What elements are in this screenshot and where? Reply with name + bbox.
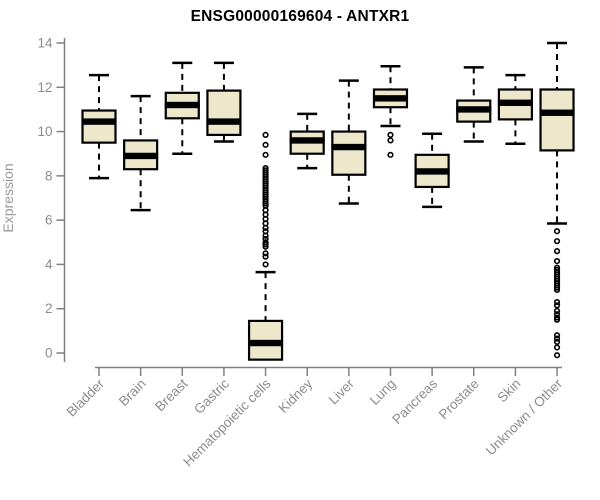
- median-line: [206, 118, 242, 125]
- boxplot-skin: [497, 73, 533, 145]
- outlier-point: [262, 250, 269, 257]
- iqr-box: [81, 109, 117, 144]
- iqr-box: [206, 89, 242, 136]
- boxplot-unknown-other: [539, 41, 575, 359]
- median-line: [497, 99, 533, 106]
- outlier-point: [262, 151, 269, 158]
- boxplot-prostate: [456, 66, 492, 143]
- y-tick-label: 0: [45, 346, 53, 361]
- outlier-point: [553, 238, 561, 245]
- outlier-point: [553, 352, 561, 359]
- y-tick-label: 14: [37, 36, 53, 51]
- median-line: [539, 109, 575, 116]
- boxplot-hematopoietic-cells: [247, 131, 284, 361]
- x-tick-label: Kidney: [276, 376, 316, 416]
- y-tick-label: 8: [45, 168, 53, 183]
- outlier-point: [553, 298, 561, 306]
- median-line: [414, 168, 450, 175]
- y-tick-label: 6: [45, 213, 53, 228]
- median-line: [248, 339, 284, 347]
- x-tick-label: Gastric: [191, 376, 232, 417]
- boxplot-kidney: [289, 112, 325, 170]
- x-tick-label: Breast: [152, 376, 190, 414]
- y-tick-label: 4: [45, 257, 53, 272]
- outlier-point: [553, 335, 561, 342]
- boxplot-bladder: [81, 73, 117, 180]
- x-tick-label: Lung: [367, 376, 399, 408]
- iqr-box: [539, 88, 575, 152]
- x-tick-label: Skin: [494, 376, 523, 405]
- outlier-point: [553, 316, 561, 323]
- y-tick-label: 2: [45, 301, 53, 316]
- x-tick-label: Brain: [116, 376, 149, 409]
- outlier-point: [553, 258, 561, 265]
- y-tick-label: 10: [37, 124, 52, 139]
- median-line: [331, 143, 367, 151]
- boxplot-brain: [123, 94, 159, 212]
- median-line: [81, 118, 117, 125]
- outlier-point: [262, 261, 269, 268]
- outlier-point: [262, 235, 269, 243]
- median-line: [123, 152, 159, 160]
- outlier-point: [262, 253, 269, 260]
- outlier-point: [262, 131, 269, 138]
- median-line: [372, 95, 408, 102]
- outlier-point: [553, 228, 561, 235]
- outlier-point: [553, 248, 561, 255]
- median-line: [164, 101, 200, 109]
- outlier-point: [262, 200, 269, 207]
- boxplot-liver: [331, 79, 367, 205]
- x-tick-label: Prostate: [436, 376, 482, 422]
- outlier-point: [262, 224, 269, 231]
- median-line: [456, 106, 492, 113]
- median-line: [289, 137, 325, 144]
- outlier-point: [553, 344, 561, 351]
- x-tick-label: Liver: [326, 376, 358, 408]
- outlier-point: [553, 302, 561, 309]
- outlier-point: [553, 314, 561, 321]
- x-tick-label: Unknown / Other: [483, 376, 566, 459]
- outlier-point: [387, 137, 394, 144]
- iqr-box: [331, 130, 367, 176]
- y-axis-title: Expression: [0, 163, 16, 232]
- outlier-point: [262, 232, 269, 239]
- outlier-point: [553, 286, 561, 293]
- outlier-point: [553, 311, 561, 318]
- y-tick-label: 12: [37, 80, 52, 95]
- y-axis: 0 2 4 6 8 10 12 14 Expression: [0, 36, 66, 362]
- boxplot-gastric: [206, 61, 242, 143]
- outlier-point: [553, 332, 561, 339]
- boxplot-lung: [372, 65, 409, 158]
- x-tick-label: Bladder: [64, 376, 108, 420]
- outlier-point: [387, 131, 394, 138]
- boxplot-pancreas: [414, 132, 450, 209]
- outlier-point: [553, 307, 561, 315]
- outlier-point: [387, 151, 394, 158]
- x-tick-label: Pancreas: [389, 376, 440, 427]
- outlier-point: [262, 141, 269, 148]
- outlier-point: [553, 338, 561, 346]
- outlier-point: [262, 243, 269, 250]
- outlier-point: [553, 284, 561, 291]
- boxplot-breast: [164, 61, 200, 155]
- chart-title: ENSG00000169604 - ANTXR1: [190, 8, 410, 25]
- outlier-point: [262, 241, 269, 248]
